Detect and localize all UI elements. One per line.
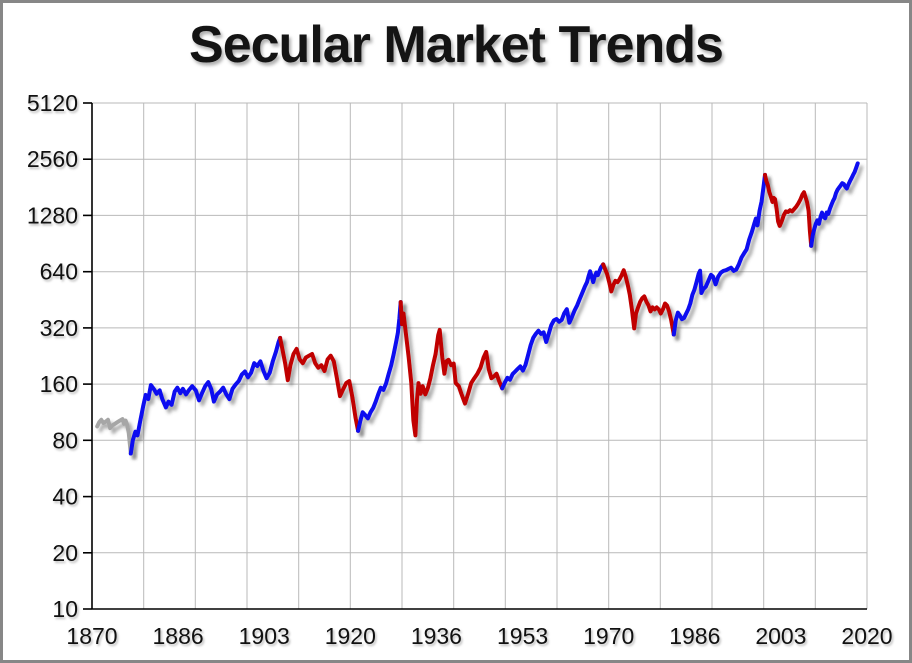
trend-segment-bear [398, 300, 505, 438]
y-tick-label: 10 [52, 596, 78, 622]
x-tick-label: 2020 [841, 623, 892, 649]
trend-segment-bull [671, 172, 767, 337]
chart-title: Secular Market Trends [189, 16, 724, 74]
x-tick-label: 1953 [497, 623, 548, 649]
trend-segment-bull [500, 262, 606, 391]
trend-segment-bull [356, 300, 403, 433]
x-tick-label: 1903 [239, 623, 290, 649]
trend-segment-bear [601, 262, 676, 337]
x-tick-label: 1970 [583, 623, 634, 649]
x-tick-label: 2003 [755, 623, 806, 649]
trend-segment-bear [278, 335, 361, 433]
y-tick-label: 320 [40, 315, 78, 341]
trend-segment-neutral [95, 417, 133, 456]
trend-segment-bull [809, 161, 860, 248]
y-tick-label: 5120 [27, 90, 78, 116]
y-tick-label: 160 [40, 371, 78, 397]
y-tick-label: 640 [40, 259, 78, 285]
y-tick-label: 80 [52, 427, 78, 453]
y-tick-label: 1280 [27, 202, 78, 228]
x-tick-label: 1936 [411, 623, 462, 649]
x-tick-label: 1920 [325, 623, 376, 649]
y-tick-label: 40 [52, 484, 78, 510]
x-tick-label: 1870 [66, 623, 117, 649]
x-tick-label: 1886 [153, 623, 204, 649]
y-tick-label: 20 [52, 540, 78, 566]
x-tick-label: 1986 [669, 623, 720, 649]
y-tick-label: 2560 [27, 146, 78, 172]
trend-segment-bear [763, 172, 814, 248]
trend-segment-bull [128, 335, 283, 456]
